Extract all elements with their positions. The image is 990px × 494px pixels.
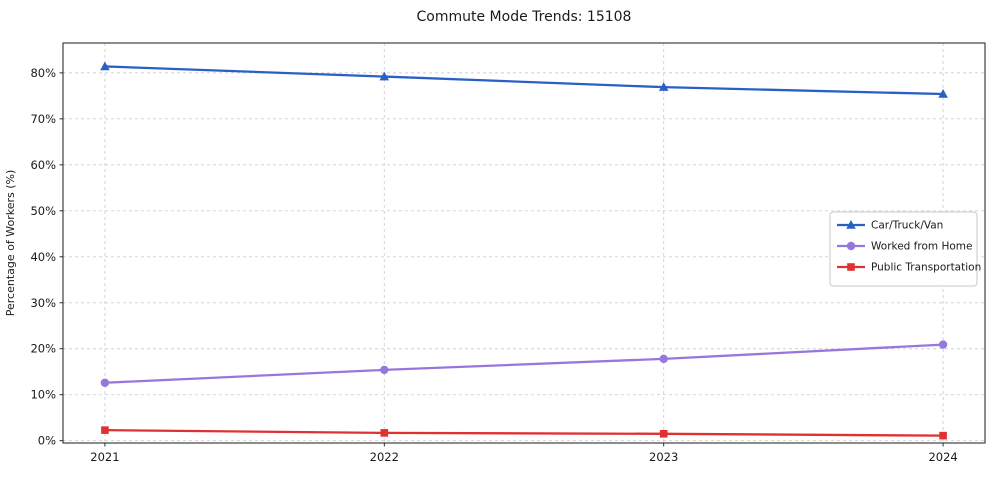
series-car-truck-van [100, 61, 948, 98]
y-tick-label: 50% [30, 204, 56, 218]
marker-circle [100, 378, 110, 387]
y-tick-label: 60% [30, 158, 56, 172]
marker-square [380, 429, 389, 437]
marker-square [659, 430, 668, 438]
marker-triangle [658, 82, 669, 91]
y-tick-label: 20% [30, 342, 56, 356]
y-tick-label: 80% [30, 66, 56, 80]
legend-swatch-triangle [846, 220, 856, 229]
plot-area: 0% 10% 20% 30% 40% 50% 60% 70% 80% 2021 2022 2023 20… [30, 42, 986, 464]
legend-swatch-circle [846, 241, 856, 251]
marker-triangle [379, 71, 390, 81]
legend-label: Car/Truck/Van [871, 220, 943, 232]
series-line-public-transportation [103, 428, 945, 437]
y-tick-label: 70% [30, 112, 56, 126]
y-tick-label: 10% [30, 388, 56, 402]
marker-square [101, 426, 109, 434]
x-tick-label: 2021 [90, 450, 119, 464]
series-public-transportation [101, 426, 947, 440]
marker-triangle [938, 89, 948, 98]
y-tick-label: 0% [38, 434, 56, 448]
y-tick-label: 30% [30, 296, 56, 310]
x-tick-label: 2023 [649, 450, 678, 464]
y-axis-label: Percentage of Workers (%) [4, 170, 17, 317]
legend: Car/Truck/Van Worked from Home Public Tran… [829, 211, 981, 287]
series-worked-from-home [100, 340, 948, 387]
legend-item-car-truck-van: Car/Truck/Van [837, 220, 943, 232]
legend-swatch-square [847, 263, 855, 271]
axes-border [62, 42, 986, 444]
series-line-worked-from-home [103, 343, 945, 384]
marker-circle [938, 340, 948, 349]
chart-title: Commute Mode Trends: 15108 [417, 9, 632, 25]
series-group [100, 61, 948, 440]
x-tick-label: 2024 [928, 450, 957, 464]
marker-square [939, 431, 947, 440]
legend-item-worked-from-home: Worked from Home [837, 241, 972, 253]
marker-triangle [100, 61, 110, 71]
series-line-car-truck-van [103, 65, 945, 96]
legend-label: Worked from Home [871, 241, 972, 253]
marker-circle [659, 354, 668, 364]
y-tick-label: 40% [30, 250, 56, 264]
ticks: 0% 10% 20% 30% 40% 50% 60% 70% 80% 2021 2022 2023 20… [30, 66, 957, 464]
legend-item-public-transportation: Public Transportation [837, 262, 981, 274]
legend-box [829, 211, 978, 287]
x-tick-label: 2022 [370, 450, 399, 464]
legend-label: Public Transportation [871, 262, 981, 274]
marker-circle [380, 365, 389, 375]
